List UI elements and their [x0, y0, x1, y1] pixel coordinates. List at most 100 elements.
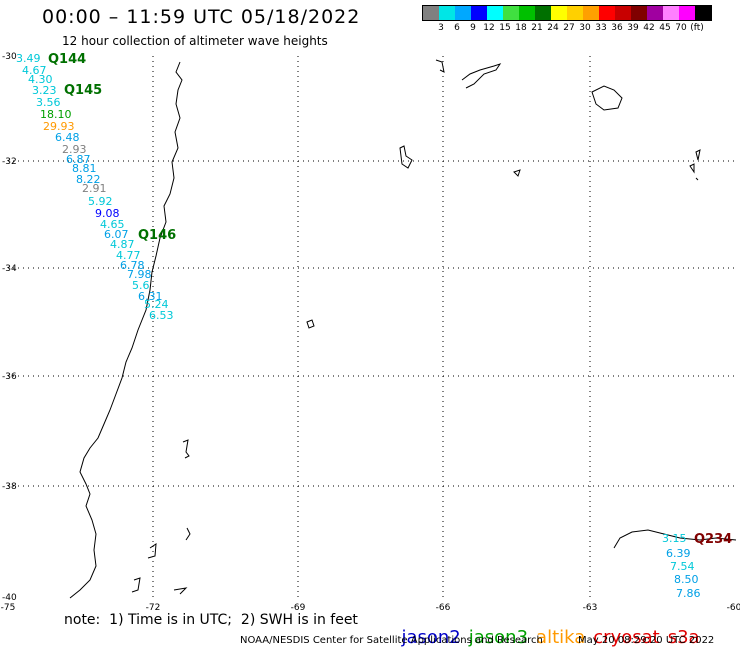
- latitude-tick-label: -30: [2, 52, 17, 62]
- legend-swatch: [679, 6, 695, 20]
- wave-height-label: 6.78: [120, 259, 145, 272]
- legend-swatch: [551, 6, 567, 20]
- wave-height-label: 6.39: [666, 547, 691, 560]
- longitude-tick-label: -69: [291, 603, 306, 613]
- pass-label: Q144: [48, 52, 86, 67]
- longitude-tick-label: -63: [583, 603, 598, 613]
- wave-height-label: 6.07: [104, 228, 129, 241]
- legend-label: 39: [627, 23, 639, 33]
- legend-label: 70: [675, 23, 687, 33]
- legend-swatch: [503, 6, 519, 20]
- legend-swatch: [631, 6, 647, 20]
- coastal-islands-b: [131, 527, 191, 595]
- wave-height-label: 6.48: [55, 131, 80, 144]
- legend-swatch: [455, 6, 471, 20]
- pass-labels: Q144 Q145 Q146 Q234: [48, 52, 732, 547]
- map-frame: [8, 56, 734, 597]
- satellite-cryosat: cryosat: [593, 627, 660, 648]
- wave-height-label: 7.54: [670, 560, 695, 573]
- wave-height-label: 4.67: [22, 64, 47, 77]
- wave-height-label: 3.23: [32, 84, 57, 97]
- legend-swatch: [615, 6, 631, 20]
- island-north-b: [461, 63, 502, 89]
- legend-swatch: [519, 6, 535, 20]
- legend-label: 30: [579, 23, 591, 33]
- longitude-tick-label: -66: [436, 603, 451, 613]
- legend-label: 3: [438, 23, 444, 33]
- credit-line: NOAA/NESDIS Center for Satellite Applica…: [240, 635, 543, 646]
- wave-height-label: 8.81: [72, 162, 97, 175]
- wave-height-label: 9.08: [95, 207, 120, 220]
- legend-labels: 3 6 9 12 15 18 21 24 27 30 33 36 39 42 45 70 (ft): [422, 21, 712, 35]
- island-south-a: [399, 145, 413, 169]
- wave-height-label: 8.22: [76, 173, 101, 186]
- legend-label: (ft): [690, 23, 704, 33]
- island-far-east: [689, 149, 701, 181]
- wave-height-label: 5.6: [132, 279, 150, 292]
- satellite-altika: altika: [536, 627, 586, 648]
- legend-label: 12: [483, 23, 495, 33]
- pass-label: Q234: [694, 532, 732, 547]
- wave-height-label: 2.93: [62, 143, 87, 156]
- legend-label: 33: [595, 23, 607, 33]
- wave-height-label: 6.53: [149, 309, 174, 322]
- island-juan-fernandez: [306, 319, 315, 329]
- island-north-a: [435, 59, 445, 73]
- wave-height-label: 5.24: [144, 298, 169, 311]
- latitude-tick-label: -40: [2, 593, 17, 603]
- pass-label: Q145: [64, 83, 102, 98]
- wave-height-label: 5.92: [88, 195, 113, 208]
- wave-height-label: 29.93: [43, 120, 75, 133]
- legend-swatch: [647, 6, 663, 20]
- legend-label: 6: [454, 23, 460, 33]
- legend-swatch: [567, 6, 583, 20]
- color-legend: 3 6 9 12 15 18 21 24 27 30 33 36 39 42 45 70 (ft): [422, 5, 712, 35]
- legend-label: 9: [470, 23, 476, 33]
- legend-swatch: [439, 6, 455, 20]
- chile-coastline: [69, 61, 183, 599]
- satellite-jason3: jason3: [468, 627, 529, 648]
- legend-swatches: [422, 5, 712, 21]
- legend-label: 42: [643, 23, 655, 33]
- map-title: 00:00 – 11:59 UTC 05/18/2022: [42, 6, 361, 28]
- wave-height-label: 4.87: [110, 238, 135, 251]
- map-subtitle: 12 hour collection of altimeter wave hei…: [62, 34, 328, 48]
- wave-height-label: 7.98: [127, 268, 152, 281]
- pass-label: Q146: [138, 228, 176, 243]
- latitude-tick-label: -34: [2, 264, 17, 274]
- wave-height-label: 18.10: [40, 108, 72, 121]
- coastal-islands-a: [182, 439, 190, 459]
- wave-height-label: 3.49: [16, 52, 41, 65]
- footer-note: note: 1) Time is in UTC; 2) SWH is in fe…: [64, 612, 358, 628]
- wave-height-label: 4.30: [28, 73, 53, 86]
- legend-swatch: [487, 6, 503, 20]
- longitude-tick-label: -60: [727, 603, 740, 613]
- wave-height-label: 2.91: [82, 182, 107, 195]
- latitude-tick-label: -32: [2, 157, 17, 167]
- legend-label: 21: [531, 23, 543, 33]
- wave-height-label: 4.77: [116, 249, 141, 262]
- legend-label: 24: [547, 23, 559, 33]
- wave-height-label: 7.86: [676, 587, 701, 600]
- legend-label: 15: [499, 23, 511, 33]
- generation-timestamp: May 20 08:29:20 UTC 2022: [578, 635, 715, 646]
- legend-label: 27: [563, 23, 575, 33]
- wave-height-label: 3.56: [36, 96, 61, 109]
- legend-label: 18: [515, 23, 527, 33]
- island-east: [591, 85, 623, 111]
- longitude-tick-label: -72: [146, 603, 161, 613]
- satellite-key: jason2 jason3 altika cryosat s3a: [390, 606, 708, 648]
- wave-height-label: 8.50: [674, 573, 699, 586]
- latitude-tick-label: -38: [2, 482, 17, 492]
- southeast-coast: [613, 529, 737, 549]
- legend-swatch: [695, 6, 711, 20]
- wave-height-label: 4.65: [100, 218, 125, 231]
- latitude-tick-label: -36: [2, 372, 17, 382]
- legend-swatch: [535, 6, 551, 20]
- coastline: [69, 59, 737, 599]
- island-south-b: [513, 169, 521, 177]
- satellite-jason2: jason2: [401, 627, 461, 648]
- longitude-tick-label: -75: [1, 603, 16, 613]
